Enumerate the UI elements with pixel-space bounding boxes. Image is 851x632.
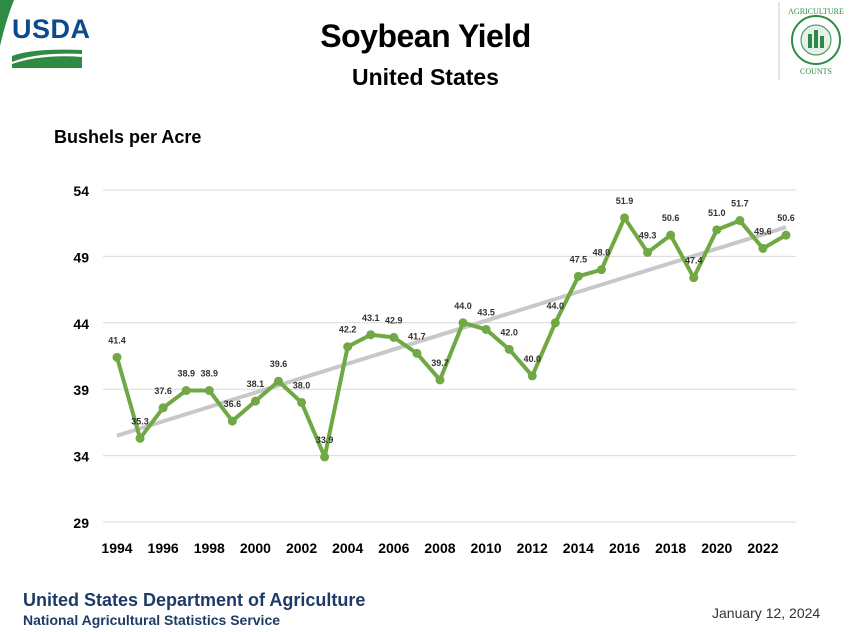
y-tick-label: 49 [73, 249, 89, 265]
y-tick-label: 29 [73, 515, 89, 531]
data-label: 50.6 [662, 213, 680, 223]
data-point [481, 324, 491, 334]
footer-date: January 12, 2024 [712, 605, 821, 621]
data-label: 51.0 [708, 208, 726, 218]
x-tick-label: 2008 [424, 540, 455, 556]
x-tick-label: 2022 [747, 540, 778, 556]
x-tick-label: 1996 [148, 540, 179, 556]
x-tick-label: 2018 [655, 540, 686, 556]
y-tick-label: 34 [73, 449, 89, 465]
data-label: 51.7 [731, 199, 749, 209]
x-tick-label: 2020 [701, 540, 732, 556]
data-point [550, 318, 560, 328]
footer-service: National Agricultural Statistics Service [23, 612, 281, 628]
x-tick-label: 2002 [286, 540, 317, 556]
data-label: 39.7 [431, 358, 449, 368]
data-label: 39.6 [270, 359, 288, 369]
data-point [112, 352, 122, 362]
data-label: 42.2 [339, 325, 357, 335]
data-label: 44.0 [547, 301, 565, 311]
data-label: 38.0 [293, 380, 311, 390]
data-label: 47.4 [685, 256, 703, 266]
x-tick-label: 1998 [194, 540, 225, 556]
data-label: 40.0 [523, 354, 541, 364]
data-point [135, 433, 145, 443]
data-point [389, 332, 399, 342]
data-point [758, 243, 768, 253]
data-label: 47.5 [570, 254, 588, 264]
data-point [689, 273, 699, 283]
x-tick-label: 1994 [101, 540, 132, 556]
x-tick-label: 2014 [563, 540, 594, 556]
data-label: 33.9 [316, 435, 334, 445]
badge-text-bottom: COUNTS [800, 67, 832, 76]
data-label: 49.3 [639, 230, 657, 240]
data-point [458, 318, 468, 328]
data-label: 48.0 [593, 248, 611, 258]
series-line [115, 215, 787, 459]
data-point [573, 271, 583, 281]
x-tick-label: 2016 [609, 540, 640, 556]
data-label: 41.4 [108, 335, 126, 345]
data-point [435, 375, 445, 385]
data-point [227, 416, 237, 426]
data-label: 51.9 [616, 196, 634, 206]
data-point [712, 225, 722, 235]
trend-line [116, 225, 787, 438]
y-tick-label: 39 [73, 382, 89, 398]
data-label: 36.6 [224, 399, 242, 409]
data-point [158, 403, 168, 413]
data-point [297, 397, 307, 407]
y-tick-label: 54 [73, 183, 89, 199]
data-label: 49.6 [754, 226, 772, 236]
data-label: 44.0 [454, 301, 472, 311]
x-tick-label: 2012 [517, 540, 548, 556]
data-point [666, 230, 676, 240]
data-label: 41.7 [408, 331, 426, 341]
usda-logo-hills [12, 49, 82, 68]
data-label: 38.9 [201, 369, 219, 379]
corner-accent [0, 0, 14, 46]
data-point [643, 247, 653, 257]
data-point [343, 342, 353, 352]
data-point [527, 371, 537, 381]
y-axis-label: Bushels per Acre [54, 127, 202, 147]
data-point [596, 265, 606, 275]
data-point [181, 386, 191, 396]
chart-title: Soybean Yield [320, 18, 531, 54]
data-point [366, 330, 376, 340]
data-point [504, 344, 514, 354]
data-label: 43.1 [362, 313, 380, 323]
data-point [620, 213, 630, 223]
x-tick-label: 2006 [378, 540, 409, 556]
footer-department: United States Department of Agriculture [23, 590, 366, 610]
data-point [204, 386, 214, 396]
badge-text-top: AGRICULTURE [788, 7, 844, 16]
data-point [273, 376, 283, 386]
data-label: 35.3 [131, 416, 149, 426]
data-point [735, 216, 745, 226]
data-point [250, 396, 260, 406]
data-label: 38.9 [177, 369, 195, 379]
data-point [320, 452, 330, 462]
y-tick-label: 44 [73, 316, 89, 332]
data-label: 42.0 [500, 327, 518, 337]
agriculture-counts-badge: AGRICULTURE COUNTS [778, 2, 848, 80]
data-label: 37.6 [154, 386, 172, 396]
x-tick-label: 2000 [240, 540, 271, 556]
x-tick-label: 2004 [332, 540, 363, 556]
data-point [412, 348, 422, 358]
chart-subtitle: United States [352, 64, 499, 90]
data-label: 42.9 [385, 315, 403, 325]
data-label: 38.1 [247, 379, 265, 389]
data-label: 43.5 [477, 307, 495, 317]
data-label: 50.6 [777, 213, 795, 223]
x-tick-label: 2010 [471, 540, 502, 556]
data-point [781, 230, 791, 240]
usda-logo-text: USDA [12, 14, 91, 44]
